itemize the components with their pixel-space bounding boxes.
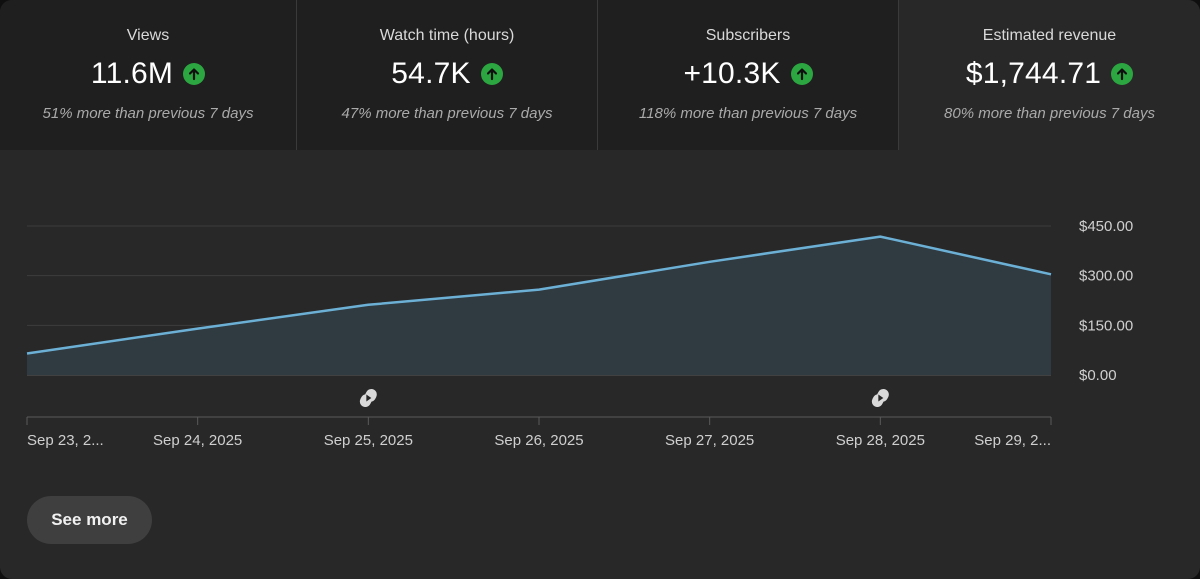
metric-value: 11.6M bbox=[90, 57, 174, 90]
data-point[interactable] bbox=[194, 325, 202, 333]
metric-label: Subscribers bbox=[705, 27, 791, 44]
data-point[interactable] bbox=[535, 286, 543, 294]
x-tick-label: Sep 25, 2025 bbox=[324, 432, 413, 449]
y-tick-label: $300.00 bbox=[1079, 268, 1133, 285]
metric-tab-subscribers[interactable]: Subscribers +10.3K 118% more than previo… bbox=[597, 0, 898, 150]
metric-label: Estimated revenue bbox=[982, 27, 1117, 44]
revenue-line bbox=[26, 235, 1052, 355]
data-point[interactable] bbox=[23, 349, 31, 357]
shorts-icon[interactable] bbox=[358, 387, 379, 409]
metric-value: +10.3K bbox=[683, 57, 781, 90]
arrow-up-circle-icon bbox=[1111, 63, 1134, 85]
x-tick-label: Sep 26, 2025 bbox=[494, 432, 583, 449]
x-tick-label: Sep 27, 2025 bbox=[665, 432, 754, 449]
arrow-up-circle-icon bbox=[183, 63, 206, 85]
revenue-chart[interactable]: $0.00$150.00$300.00$450.00 Sep 23, 2... S… bbox=[0, 150, 1200, 480]
x-tick-label: Sep 29, 2... bbox=[974, 432, 1051, 449]
metric-comparison: 80% more than previous 7 days bbox=[944, 105, 1155, 122]
metric-tab-watch-time[interactable]: Watch time (hours) 54.7K 47% more than p… bbox=[296, 0, 597, 150]
y-tick-label: $0.00 bbox=[1079, 367, 1117, 384]
data-point[interactable] bbox=[364, 301, 372, 309]
data-point[interactable] bbox=[1047, 270, 1055, 278]
metric-comparison: 51% more than previous 7 days bbox=[42, 105, 254, 122]
y-tick-label: $450.00 bbox=[1079, 218, 1133, 235]
metric-label: Views bbox=[126, 27, 170, 44]
x-axis: Sep 23, 2... Sep 24, 2025 Sep 25, 2025 Sep … bbox=[26, 416, 1052, 449]
x-tick-label: Sep 28, 2025 bbox=[836, 432, 925, 449]
metric-value: $1,744.71 bbox=[965, 57, 1102, 90]
arrow-up-circle-icon bbox=[480, 63, 503, 85]
metric-value: 54.7K bbox=[391, 57, 471, 90]
x-tick-label: Sep 23, 2... bbox=[27, 432, 104, 449]
data-point[interactable] bbox=[706, 258, 714, 266]
shorts-icon[interactable] bbox=[870, 387, 891, 409]
see-more-button[interactable]: See more bbox=[27, 496, 152, 544]
arrow-up-circle-icon bbox=[790, 63, 813, 85]
y-tick-label: $150.00 bbox=[1079, 317, 1133, 334]
metric-comparison: 47% more than previous 7 days bbox=[341, 105, 553, 122]
metric-tabs: Views 11.6M 51% more than previous 7 day… bbox=[0, 0, 1200, 150]
metric-comparison: 118% more than previous 7 days bbox=[638, 105, 858, 122]
revenue-area bbox=[27, 236, 1051, 375]
x-tick-label: Sep 24, 2025 bbox=[153, 432, 242, 449]
metric-label: Watch time (hours) bbox=[379, 27, 515, 44]
y-axis: $0.00 $150.00 $300.00 $450.00 bbox=[1079, 218, 1133, 384]
metric-tab-views[interactable]: Views 11.6M 51% more than previous 7 day… bbox=[0, 0, 296, 150]
data-point[interactable] bbox=[876, 233, 884, 241]
chart-annotations bbox=[358, 387, 891, 409]
metric-tab-estimated-revenue[interactable]: Estimated revenue $1,744.71 80% more tha… bbox=[898, 0, 1200, 150]
